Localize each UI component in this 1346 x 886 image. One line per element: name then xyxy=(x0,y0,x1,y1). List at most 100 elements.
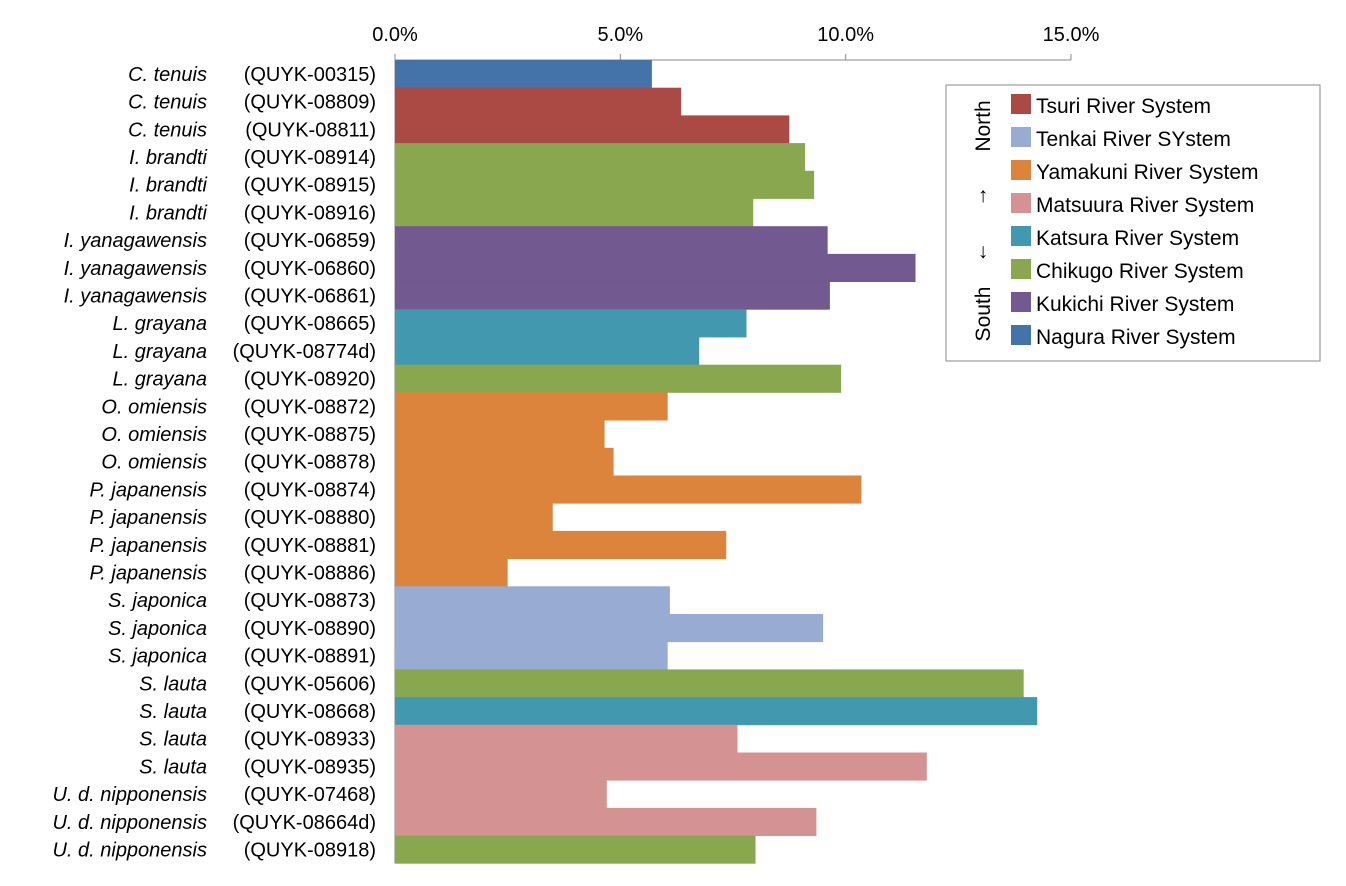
legend-label: Nagura River System xyxy=(1036,326,1236,349)
species-label: I. yanagawensis xyxy=(64,230,207,252)
bar xyxy=(395,309,747,338)
legend-swatch xyxy=(1011,292,1031,312)
legend-swatch xyxy=(1011,226,1031,246)
down-arrow-icon: ↓ xyxy=(978,240,989,263)
species-label: L. grayana xyxy=(112,313,207,335)
specimen-label: (QUYK-08774d) xyxy=(233,341,376,363)
legend-label: Chikugo River System xyxy=(1036,260,1244,283)
specimen-label: (QUYK-08874) xyxy=(244,479,376,501)
species-label: C. tenuis xyxy=(128,64,207,86)
legend-swatch xyxy=(1011,160,1031,180)
bar xyxy=(395,835,756,864)
bar xyxy=(395,87,682,116)
bar xyxy=(395,558,508,587)
specimen-label: (QUYK-08891) xyxy=(244,646,376,668)
species-label: P. japanensis xyxy=(90,507,208,529)
x-tick-label: 5.0% xyxy=(598,24,644,46)
legend-items: Tsuri River System Tenkai River SYstem Yam… xyxy=(1011,94,1259,349)
specimen-label: (QUYK-08664d) xyxy=(233,812,376,834)
specimen-label: (QUYK-08920) xyxy=(244,369,376,391)
species-label: I. yanagawensis xyxy=(64,258,207,280)
species-label: I. brandti xyxy=(129,175,207,197)
specimen-label: (QUYK-06860) xyxy=(244,258,376,280)
specimen-label: (QUYK-08668) xyxy=(244,701,376,723)
species-label: C. tenuis xyxy=(128,92,207,114)
specimen-label: (QUYK-06859) xyxy=(244,230,376,252)
legend: North ↑ ↓ South Tsuri River System Tenkai Ri… xyxy=(945,84,1321,362)
bar xyxy=(395,115,790,144)
specimen-label: (QUYK-00315) xyxy=(244,64,376,86)
species-label: U. d. nipponensis xyxy=(52,812,207,834)
legend-label: Yamakuni River System xyxy=(1036,161,1259,184)
legend-label: Matsuura River System xyxy=(1036,194,1254,217)
x-tick-label: 0.0% xyxy=(372,24,418,46)
species-label: S. japonica xyxy=(108,618,207,640)
specimen-label: (QUYK-08916) xyxy=(244,202,376,224)
species-label: I. yanagawensis xyxy=(64,285,207,307)
species-label: I. brandti xyxy=(129,202,207,224)
specimen-label: (QUYK-08811) xyxy=(245,119,376,141)
species-label: S. japonica xyxy=(108,590,207,612)
legend-label: Tsuri River System xyxy=(1036,95,1211,118)
specimen-label: (QUYK-07468) xyxy=(244,784,376,806)
bar xyxy=(395,60,652,89)
species-label: C. tenuis xyxy=(128,119,207,141)
species-label: S. lauta xyxy=(139,701,207,723)
legend-direction: North ↑ ↓ South xyxy=(972,100,995,341)
legend-swatch xyxy=(1011,259,1031,279)
legend-swatch xyxy=(1011,127,1031,147)
bars xyxy=(395,60,1038,864)
species-label: P. japanensis xyxy=(90,479,208,501)
y-axis-labels: C. tenuis (QUYK-00315) C. tenuis (QUYK-0880… xyxy=(52,64,376,862)
bar xyxy=(395,143,806,172)
bar xyxy=(395,807,817,836)
species-label: O. omiensis xyxy=(101,424,207,446)
legend-label: Tenkai River SYstem xyxy=(1036,128,1231,151)
legend-swatch xyxy=(1011,193,1031,213)
bar xyxy=(395,475,862,504)
species-label: S. lauta xyxy=(139,673,207,695)
specimen-label: (QUYK-08880) xyxy=(244,507,376,529)
specimen-label: (QUYK-08918) xyxy=(244,839,376,861)
up-arrow-icon: ↑ xyxy=(978,184,989,207)
specimen-label: (QUYK-08933) xyxy=(244,729,376,751)
specimen-label: (QUYK-08914) xyxy=(244,147,376,169)
specimen-label: (QUYK-08875) xyxy=(244,424,376,446)
bar xyxy=(395,614,824,643)
specimen-label: (QUYK-08890) xyxy=(244,618,376,640)
species-label: P. japanensis xyxy=(90,562,208,584)
specimen-label: (QUYK-05606) xyxy=(244,673,376,695)
species-label: U. d. nipponensis xyxy=(52,839,207,861)
bar xyxy=(395,392,668,421)
specimen-label: (QUYK-06861) xyxy=(244,285,376,307)
species-label: O. omiensis xyxy=(101,452,207,474)
bar xyxy=(395,253,916,282)
bar xyxy=(395,420,605,449)
bar xyxy=(395,780,607,809)
species-label: P. japanensis xyxy=(90,535,208,557)
legend-label: Kukichi River System xyxy=(1036,293,1234,316)
specimen-label: (QUYK-08915) xyxy=(244,175,376,197)
specimen-label: (QUYK-08881) xyxy=(244,535,376,557)
species-label: L. grayana xyxy=(112,369,207,391)
bar xyxy=(395,198,754,227)
legend-swatch xyxy=(1011,94,1031,114)
legend-swatch xyxy=(1011,325,1031,345)
bar xyxy=(395,586,670,615)
bar xyxy=(395,724,738,753)
bar xyxy=(395,752,927,781)
x-tick-label: 10.0% xyxy=(817,24,874,46)
species-label: U. d. nipponensis xyxy=(52,784,207,806)
bar xyxy=(395,641,668,670)
x-tick-label: 15.0% xyxy=(1043,24,1100,46)
legend-box xyxy=(945,84,1321,362)
bar xyxy=(395,281,830,310)
legend-label: Katsura River System xyxy=(1036,227,1239,250)
bar xyxy=(395,503,553,532)
bar xyxy=(395,530,727,559)
bar xyxy=(395,364,842,393)
species-label: O. omiensis xyxy=(101,396,207,418)
bar xyxy=(395,337,700,366)
bar xyxy=(395,447,614,476)
